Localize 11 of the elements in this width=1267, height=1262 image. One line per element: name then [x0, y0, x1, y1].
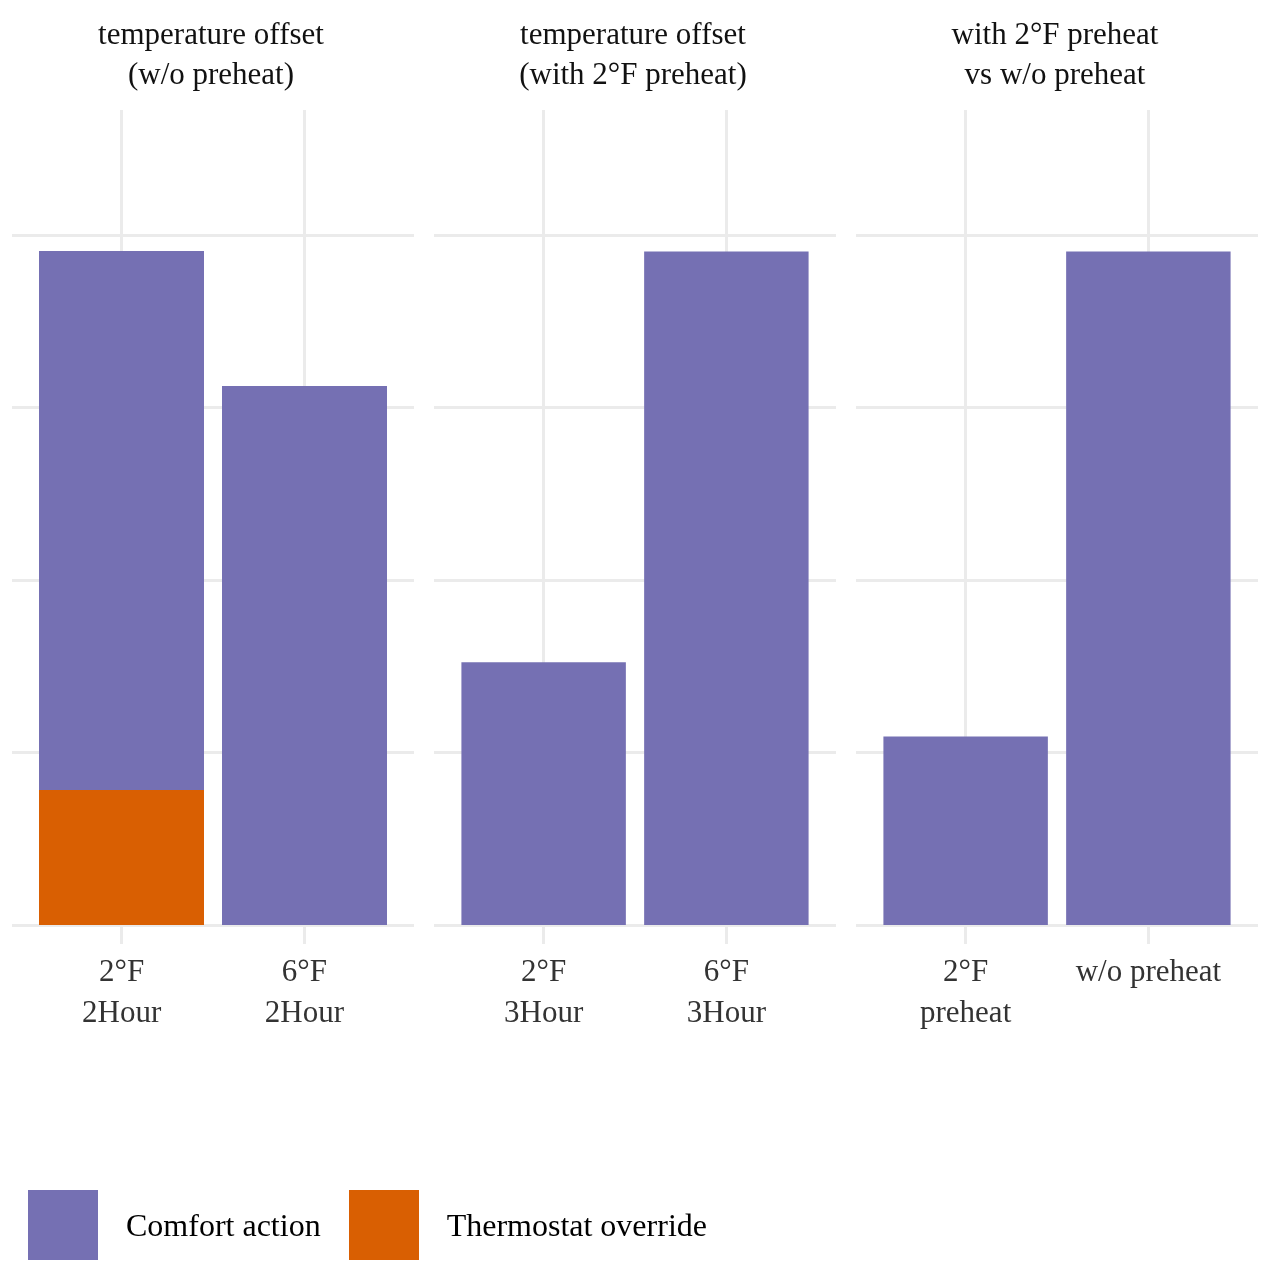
chart-title: temperature offset (with 2°F preheat) [519, 16, 747, 92]
x-tick-label: 6°F 2Hour [264, 953, 345, 1029]
chart-title: with 2°F preheat vs w/o preheat [951, 16, 1159, 92]
x-tick-label: 6°F 3Hour [686, 953, 767, 1029]
x-tick-label: 2°F preheat [920, 953, 1012, 1029]
legend-label: Comfort action [126, 1206, 321, 1244]
chart-title: temperature offset (w/o preheat) [98, 16, 325, 92]
legend-label: Thermostat override [446, 1206, 707, 1244]
x-tick-label: 2°F 3Hour [504, 953, 584, 1029]
x-tick-label: 2°F 2Hour [82, 953, 162, 1029]
x-tick-label: w/o preheat [1075, 953, 1222, 989]
